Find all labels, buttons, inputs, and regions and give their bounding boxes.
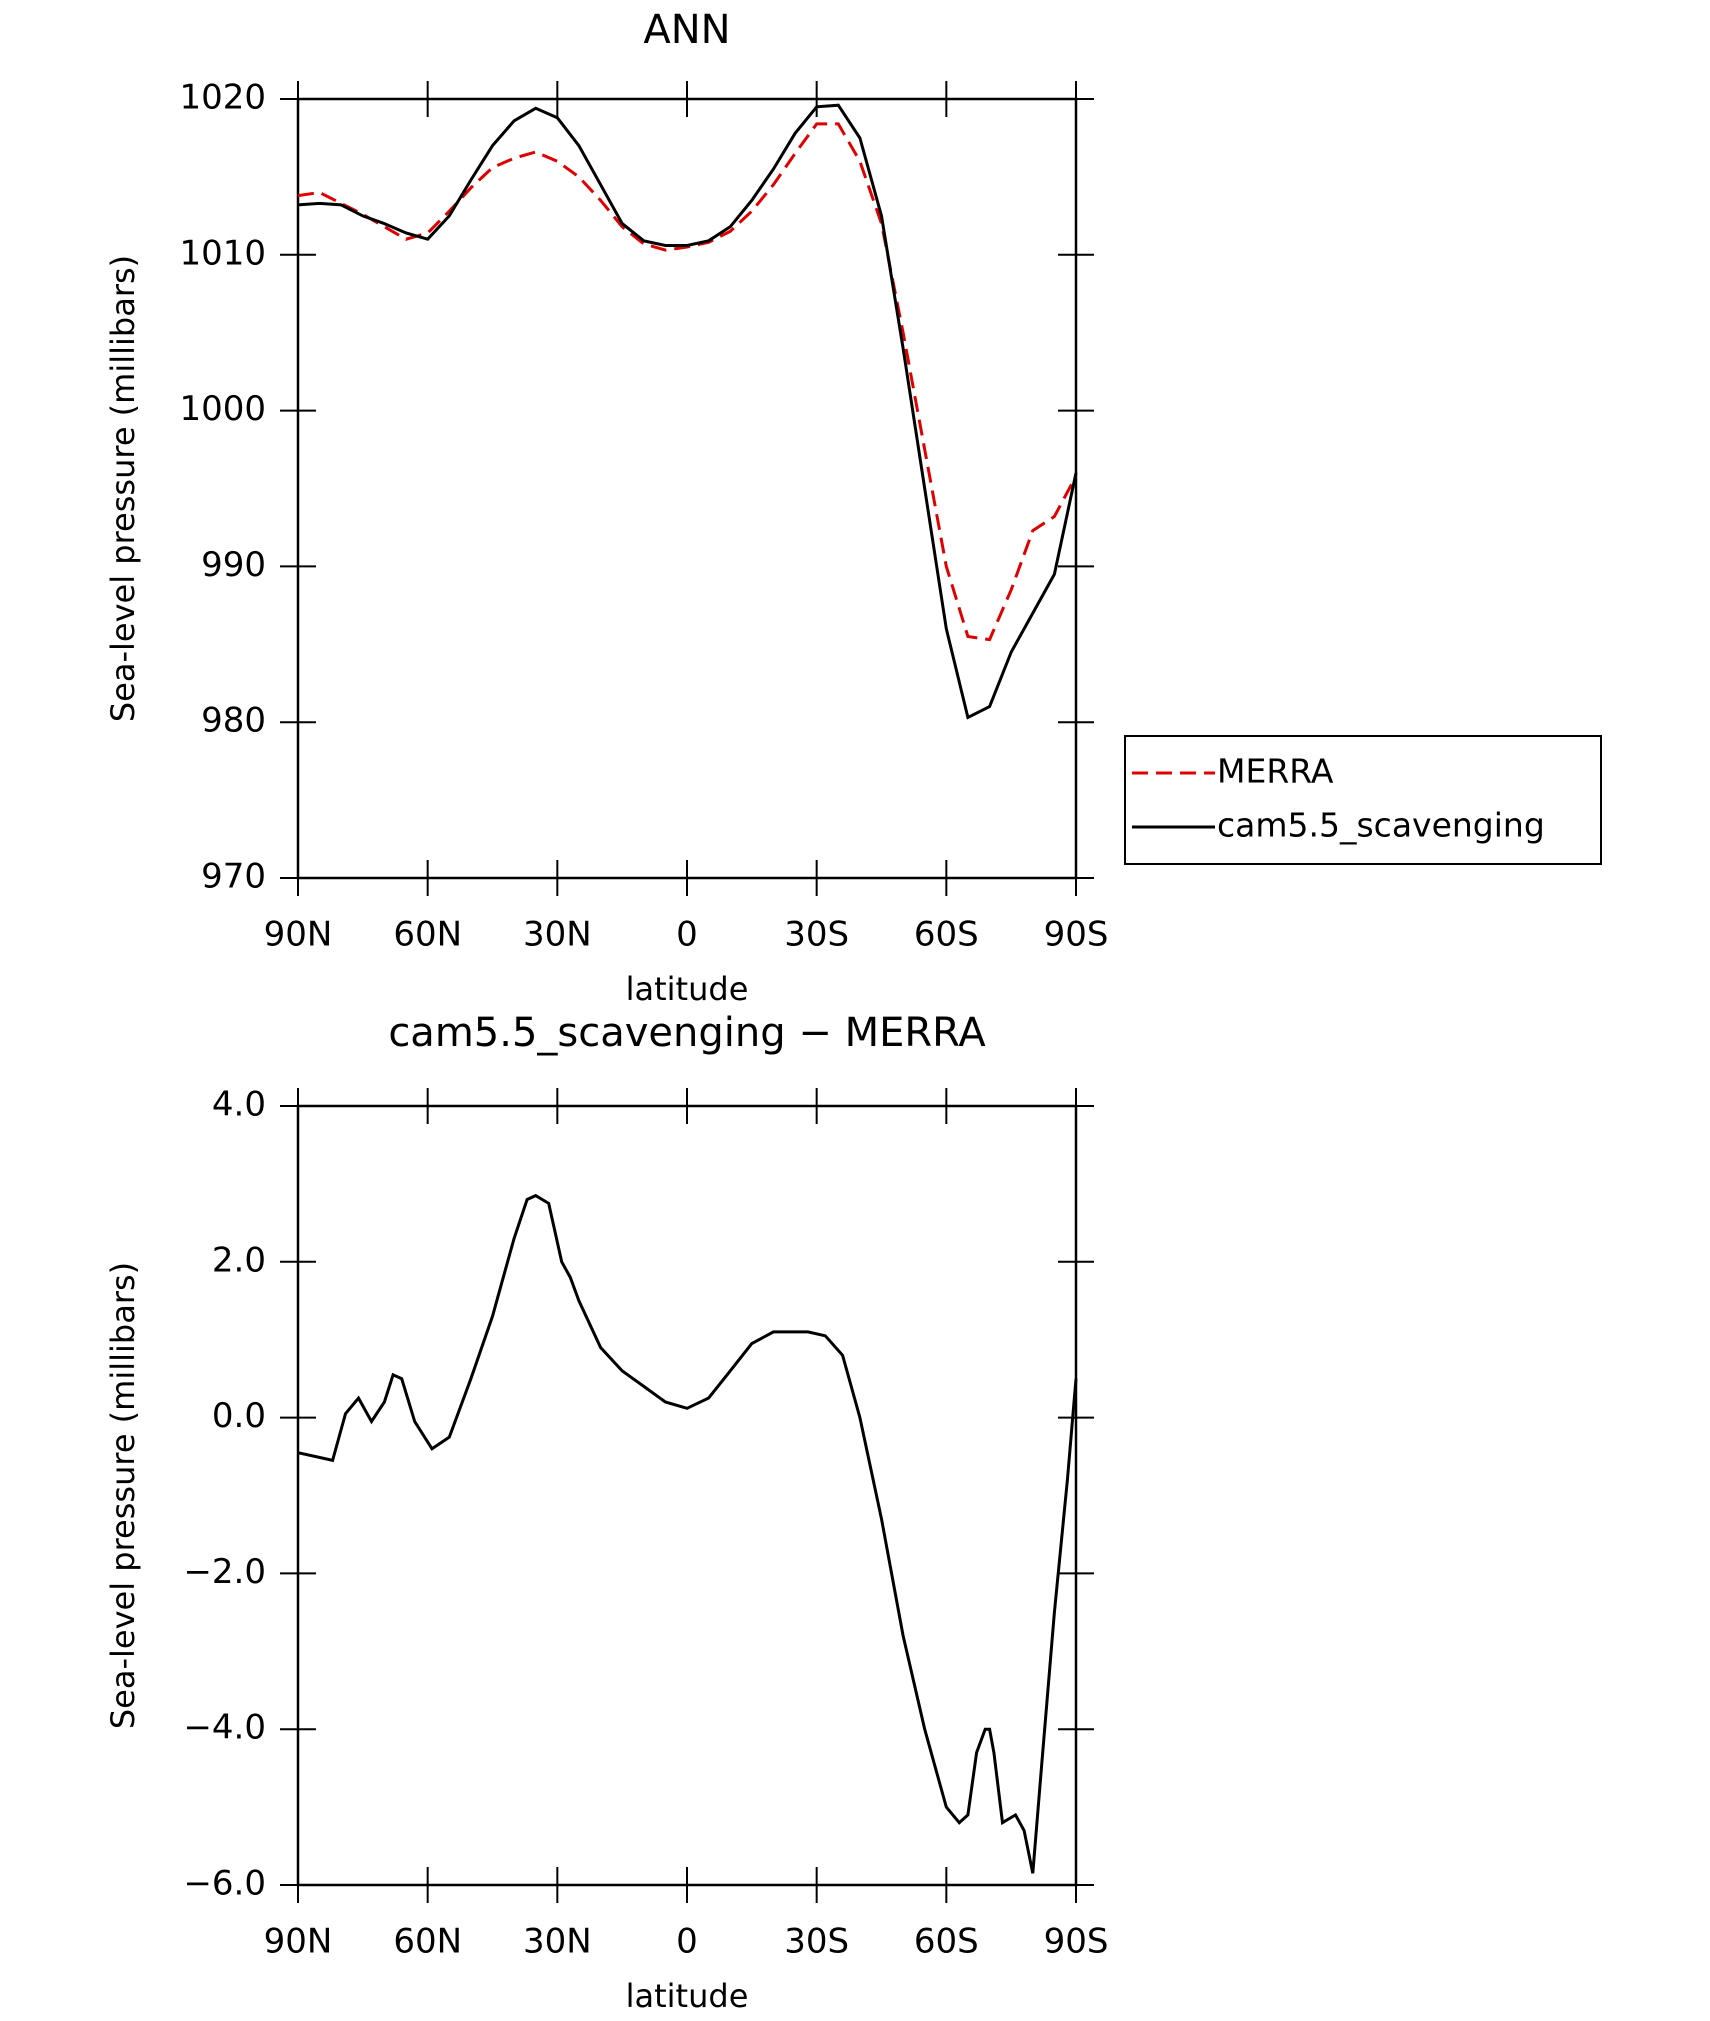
y-axis-label: Sea-level pressure (millibars) bbox=[104, 255, 142, 722]
y-tick-label: −2.0 bbox=[183, 1552, 266, 1592]
chart-title: ANN bbox=[643, 7, 730, 53]
legend-box bbox=[1124, 735, 1602, 865]
y-tick-label: −6.0 bbox=[183, 1864, 266, 1904]
y-tick-label: 1010 bbox=[179, 233, 266, 273]
y-tick-label: 970 bbox=[201, 857, 266, 897]
y-tick-label: 990 bbox=[201, 545, 266, 585]
x-tick-label: 0 bbox=[676, 1922, 698, 1962]
y-tick-label: 1000 bbox=[179, 389, 266, 429]
x-axis-label: latitude bbox=[626, 1977, 749, 2015]
x-tick-label: 90S bbox=[1044, 915, 1109, 955]
x-tick-label: 60N bbox=[393, 915, 462, 955]
x-tick-label: 90N bbox=[264, 915, 333, 955]
legend-label: MERRA bbox=[1217, 752, 1334, 791]
x-tick-label: 90S bbox=[1044, 1922, 1109, 1962]
data-line bbox=[297, 122, 1078, 642]
x-tick-label: 30S bbox=[784, 1922, 849, 1962]
data-line bbox=[297, 103, 1078, 720]
y-tick-label: 4.0 bbox=[212, 1085, 266, 1125]
y-tick-label: −4.0 bbox=[183, 1708, 266, 1748]
x-tick-label: 60S bbox=[914, 915, 979, 955]
plot-frame bbox=[296, 1104, 1078, 1887]
chart-title: cam5.5_scavenging − MERRA bbox=[388, 1010, 986, 1056]
x-tick-label: 30S bbox=[784, 915, 849, 955]
data-line bbox=[297, 1193, 1078, 1874]
x-tick-label: 30N bbox=[523, 915, 592, 955]
y-tick-label: 980 bbox=[201, 701, 266, 741]
x-tick-label: 30N bbox=[523, 1922, 592, 1962]
x-axis-label: latitude bbox=[626, 970, 749, 1008]
legend-label: cam5.5_scavenging bbox=[1217, 806, 1545, 845]
y-tick-label: 2.0 bbox=[212, 1240, 266, 1280]
y-tick-label: 1020 bbox=[179, 78, 266, 118]
x-tick-label: 60S bbox=[914, 1922, 979, 1962]
x-tick-label: 60N bbox=[393, 1922, 462, 1962]
x-tick-label: 0 bbox=[676, 915, 698, 955]
x-tick-label: 90N bbox=[264, 1922, 333, 1962]
y-tick-label: 0.0 bbox=[212, 1396, 266, 1436]
y-axis-label: Sea-level pressure (millibars) bbox=[104, 1262, 142, 1729]
plot-frame bbox=[296, 97, 1078, 880]
